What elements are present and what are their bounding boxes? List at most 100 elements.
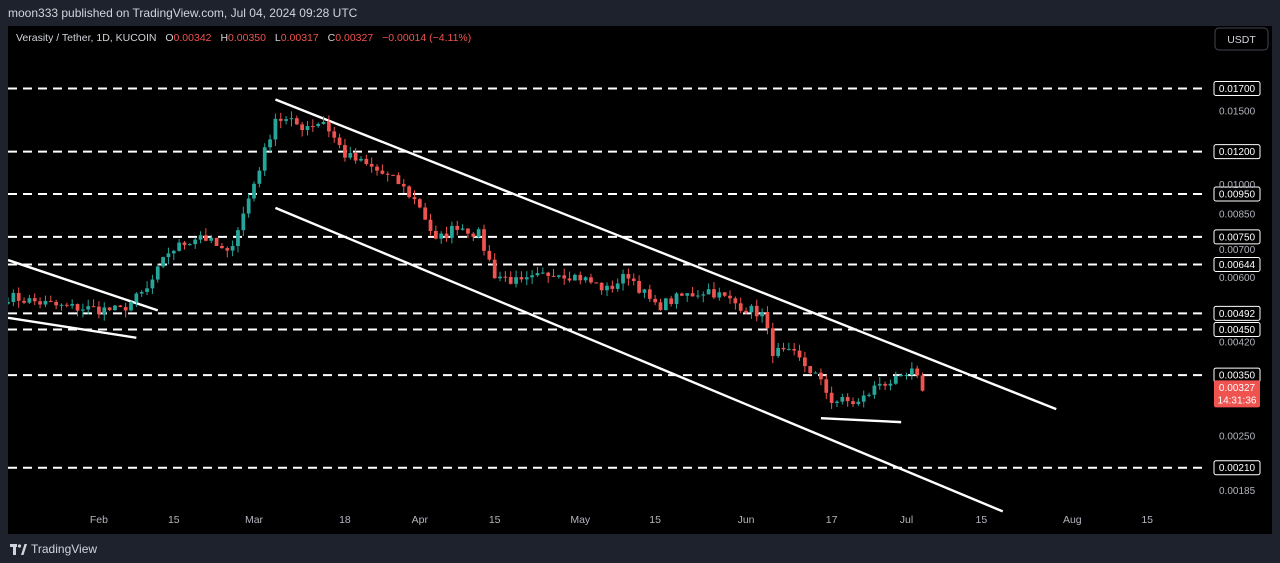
price-chart[interactable]: 0.01700 0.01200 0.00950 0.00750 0.00644 0.004… <box>6 26 1272 534</box>
candle-body <box>594 282 599 284</box>
candle-body <box>246 198 251 214</box>
candle-body <box>492 259 497 279</box>
candle-body <box>556 275 561 277</box>
candle-body <box>193 239 198 245</box>
candle-body <box>97 306 101 315</box>
candle-body <box>808 366 813 373</box>
candle-body <box>433 230 438 239</box>
candle-body <box>369 163 374 167</box>
time-tick-label: Jun <box>738 514 755 526</box>
level-label-box <box>1213 460 1261 476</box>
candle-body <box>615 283 620 289</box>
candle-body <box>364 158 369 164</box>
candle-body <box>765 312 770 329</box>
candle-body <box>658 302 663 311</box>
candle-body <box>150 279 155 289</box>
candle-body <box>856 401 861 405</box>
candle-body <box>225 248 230 251</box>
time-tick-label: 15 <box>1141 514 1153 526</box>
candle-body <box>348 153 353 158</box>
price-axis: 0.01700 0.01200 0.00950 0.00750 0.00644 0.004… <box>1213 37 1261 497</box>
tradingview-logo-icon <box>10 543 27 555</box>
candle-body <box>877 383 882 386</box>
candle-body <box>460 228 465 230</box>
candle-body <box>423 207 428 220</box>
candle-body <box>327 121 331 132</box>
candle-body <box>503 276 508 278</box>
candle-body <box>653 298 658 303</box>
trendline <box>7 258 159 312</box>
candle-body <box>343 145 347 158</box>
candle-body <box>294 118 299 125</box>
candle-body <box>91 306 96 308</box>
candle-body <box>792 349 797 351</box>
countdown-label: 14:31:36 <box>1218 395 1257 406</box>
candle-body <box>813 372 818 374</box>
candle-body <box>412 197 417 200</box>
candle-body <box>11 292 16 302</box>
candle-body <box>310 126 315 128</box>
candle-body <box>573 274 577 281</box>
candle-body <box>428 219 433 231</box>
chart-container[interactable]: 0.01700 0.01200 0.00950 0.00750 0.00644 0.004… <box>6 26 1272 534</box>
candle-body <box>540 272 545 274</box>
trendlines <box>7 98 1057 513</box>
candle-body <box>685 293 690 296</box>
candle-body <box>177 242 182 251</box>
price-tick-label: 0.00185 <box>1219 486 1256 497</box>
legend-text: Verasity / Tether, 1D, KUCOIN O0.00342 H… <box>16 32 471 44</box>
candle-body <box>396 175 401 185</box>
candle-body <box>166 253 171 258</box>
current-price-box <box>1214 380 1260 408</box>
candle-body <box>546 272 551 276</box>
time-tick-label: Apr <box>412 514 429 526</box>
candle-body <box>321 121 326 124</box>
candle-body <box>920 375 925 391</box>
candle-body <box>754 305 759 317</box>
level-label: 0.01700 <box>1219 84 1256 95</box>
candle-body <box>487 250 492 260</box>
candle-body <box>605 285 609 291</box>
candle-body <box>359 158 363 161</box>
candle-body <box>123 307 128 311</box>
candle-body <box>113 305 117 311</box>
time-tick-label: Aug <box>1063 514 1082 526</box>
tradingview-brand: TradingView <box>10 542 97 556</box>
candle-body <box>391 174 395 176</box>
candle-body <box>161 257 165 267</box>
candle-body <box>669 298 674 305</box>
candle-body <box>305 126 310 131</box>
price-tick-label: 0.00700 <box>1219 245 1256 256</box>
candle-body <box>64 304 69 306</box>
candle-body <box>230 246 235 251</box>
legend-open-label: O <box>165 32 173 44</box>
candle-body <box>139 291 144 294</box>
candle-body <box>476 229 481 237</box>
time-axis: Feb 15 Mar 18 Apr 15 May 15 Jun 17 Jul 15 Aug 15 <box>90 514 1153 526</box>
candle-body <box>701 294 706 296</box>
candle-body <box>482 229 486 251</box>
level-label-box <box>1213 257 1261 273</box>
candle-body <box>728 295 732 299</box>
candle-body <box>417 199 422 208</box>
candle-body <box>674 293 679 305</box>
candle-body <box>134 293 139 303</box>
time-tick-label: 15 <box>976 514 988 526</box>
candle-body <box>198 235 203 240</box>
candle-body <box>717 292 722 298</box>
candle-body <box>626 273 631 279</box>
level-label: 0.00644 <box>1219 260 1256 271</box>
legend-high-label: H <box>220 32 228 44</box>
level-label-box <box>1213 229 1261 245</box>
level-label-box <box>1213 186 1261 202</box>
level-label: 0.01200 <box>1219 147 1256 158</box>
candle-body <box>316 123 321 127</box>
candle-body <box>268 139 272 148</box>
currency-button[interactable]: USDT <box>1214 27 1269 51</box>
candle-body <box>38 301 42 305</box>
price-tick-label: 0.00250 <box>1219 432 1256 443</box>
candle-body <box>578 274 583 281</box>
candle-body <box>722 292 727 296</box>
level-label-box <box>1213 144 1261 160</box>
brand-label: TradingView <box>31 542 98 556</box>
